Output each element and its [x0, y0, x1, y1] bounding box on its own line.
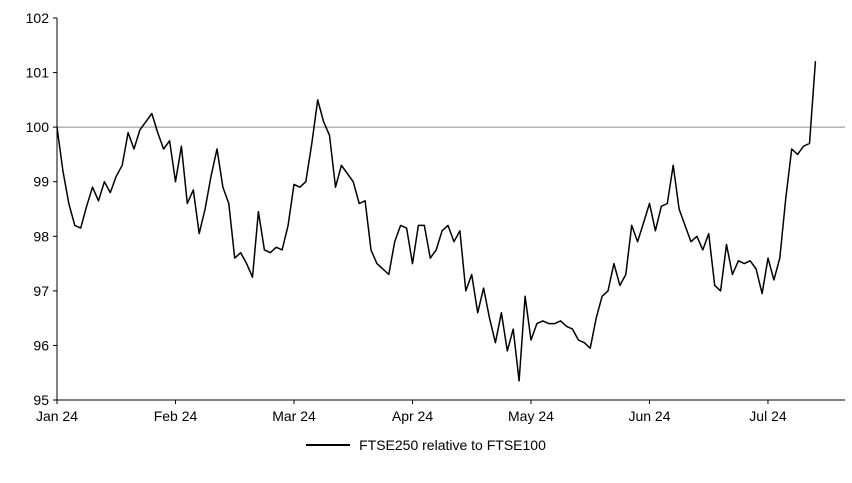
y-tick-label: 99	[33, 174, 49, 190]
series-line-ftse250-relative	[56, 60, 817, 382]
y-tick-label: 97	[33, 283, 49, 299]
y-tick-label: 100	[26, 119, 50, 135]
x-tick-label: Jun 24	[628, 408, 670, 424]
x-tick-label: Jul 24	[749, 408, 787, 424]
y-tick-label: 98	[33, 228, 49, 244]
legend-label: FTSE250 relative to FTSE100	[359, 437, 546, 453]
y-tick-label: 102	[26, 10, 50, 26]
y-tick-label: 96	[33, 337, 49, 353]
relative-performance-chart: 95 96 97 98 99 100 101 102 Jan 24 Feb 24 Mar 24 Apr…	[26, 10, 845, 424]
x-tick-label: Mar 24	[272, 408, 316, 424]
x-tick-label: Feb 24	[154, 408, 198, 424]
chart-legend: FTSE250 relative to FTSE100	[0, 438, 852, 452]
y-tick-label: 95	[33, 392, 49, 408]
x-tick-label: Apr 24	[392, 408, 433, 424]
legend-line-sample	[306, 444, 351, 446]
x-tick-label: May 24	[508, 408, 554, 424]
y-tick-label: 101	[26, 65, 50, 81]
x-tick-label: Jan 24	[36, 408, 78, 424]
